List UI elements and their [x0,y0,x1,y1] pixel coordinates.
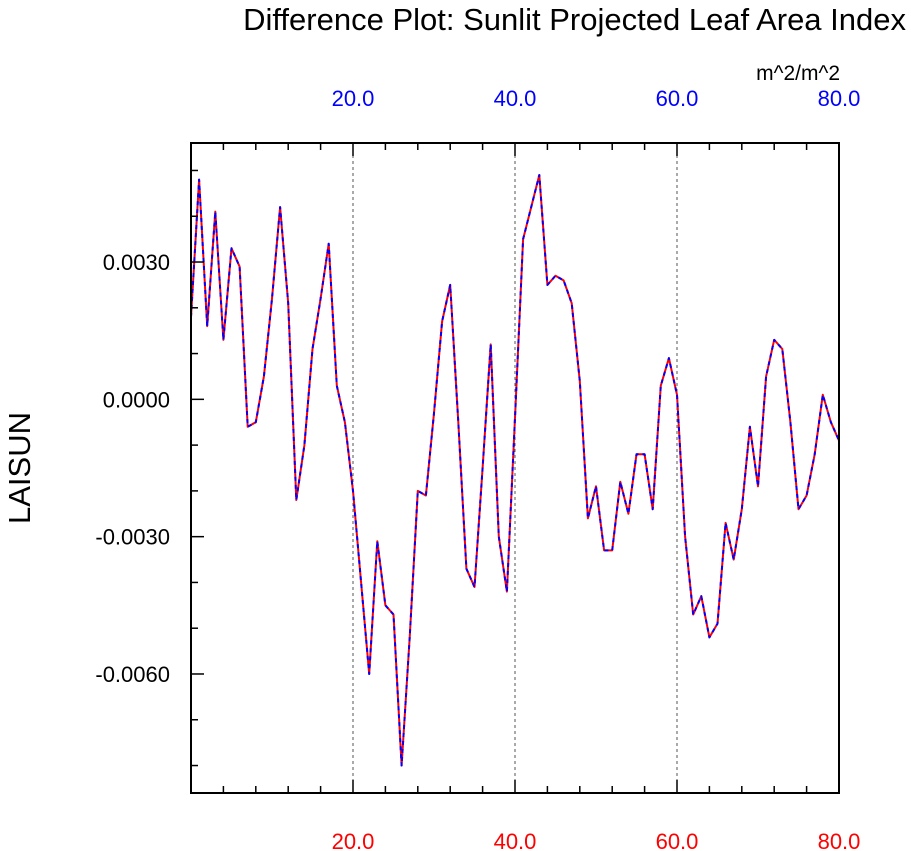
labels-layer: 20.0 20.0 40.0 40.0 60.0 60.0 80.0 80.0 0.0030 0.… [95,86,860,851]
grid-layer [352,143,678,793]
x-tick-label-bottom: 80.0 [818,829,861,851]
x-tick-label-top: 60.0 [656,86,699,111]
units-label: m^2/m^2 [756,62,840,85]
y-tick-label: -0.0060 [95,662,170,687]
y-tick-label: 0.0000 [103,387,170,412]
chart-title: Difference Plot: Sunlit Projected Leaf A… [243,2,906,37]
y-axis-label: LAISUN [2,412,37,524]
x-tick-label-top: 80.0 [818,86,861,111]
x-tick-label-bottom: 20.0 [332,829,375,851]
series-line-blue [190,174,840,767]
x-tick-label-bottom: 60.0 [656,829,699,851]
x-tick-label-bottom: 40.0 [494,829,537,851]
x-tick-label-top: 20.0 [332,86,375,111]
plot-frame [190,142,840,794]
y-tick-label: 0.0030 [103,250,170,275]
x-tick-label-top: 40.0 [494,86,537,111]
y-tick-label: -0.0030 [95,525,170,550]
lines-layer [190,174,840,767]
